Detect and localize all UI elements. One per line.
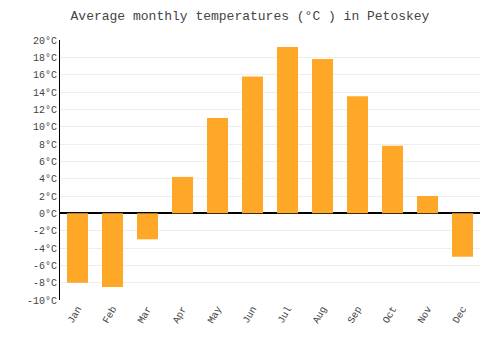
svg-text:Dec: Dec bbox=[451, 305, 470, 326]
svg-text:12°C: 12°C bbox=[33, 105, 57, 116]
svg-text:Sep: Sep bbox=[346, 305, 365, 326]
svg-text:Mar: Mar bbox=[136, 305, 155, 326]
svg-text:Average monthly temperatures (: Average monthly temperatures (°C ) in Pe… bbox=[71, 9, 430, 24]
svg-text:-8°C: -8°C bbox=[33, 278, 57, 289]
svg-text:Jun: Jun bbox=[241, 305, 260, 326]
svg-text:-10°C: -10°C bbox=[27, 296, 57, 307]
svg-text:Nov: Nov bbox=[416, 305, 435, 326]
svg-text:-6°C: -6°C bbox=[33, 261, 57, 272]
svg-text:14°C: 14°C bbox=[33, 88, 57, 99]
svg-text:8°C: 8°C bbox=[39, 140, 57, 151]
svg-text:20°C: 20°C bbox=[33, 36, 57, 47]
svg-text:-2°C: -2°C bbox=[33, 226, 57, 237]
svg-text:0°C: 0°C bbox=[39, 209, 57, 220]
svg-text:Jul: Jul bbox=[276, 305, 295, 326]
svg-text:4°C: 4°C bbox=[39, 174, 57, 185]
svg-text:Aug: Aug bbox=[311, 305, 330, 326]
svg-text:2°C: 2°C bbox=[39, 192, 57, 203]
svg-text:Jan: Jan bbox=[66, 305, 85, 326]
svg-text:Apr: Apr bbox=[171, 305, 190, 326]
svg-text:Feb: Feb bbox=[101, 305, 120, 326]
svg-text:16°C: 16°C bbox=[33, 70, 57, 81]
svg-text:6°C: 6°C bbox=[39, 157, 57, 168]
svg-text:10°C: 10°C bbox=[33, 122, 57, 133]
svg-text:18°C: 18°C bbox=[33, 53, 57, 64]
svg-text:-4°C: -4°C bbox=[33, 244, 57, 255]
svg-text:Oct: Oct bbox=[381, 305, 400, 326]
svg-text:May: May bbox=[206, 305, 225, 326]
